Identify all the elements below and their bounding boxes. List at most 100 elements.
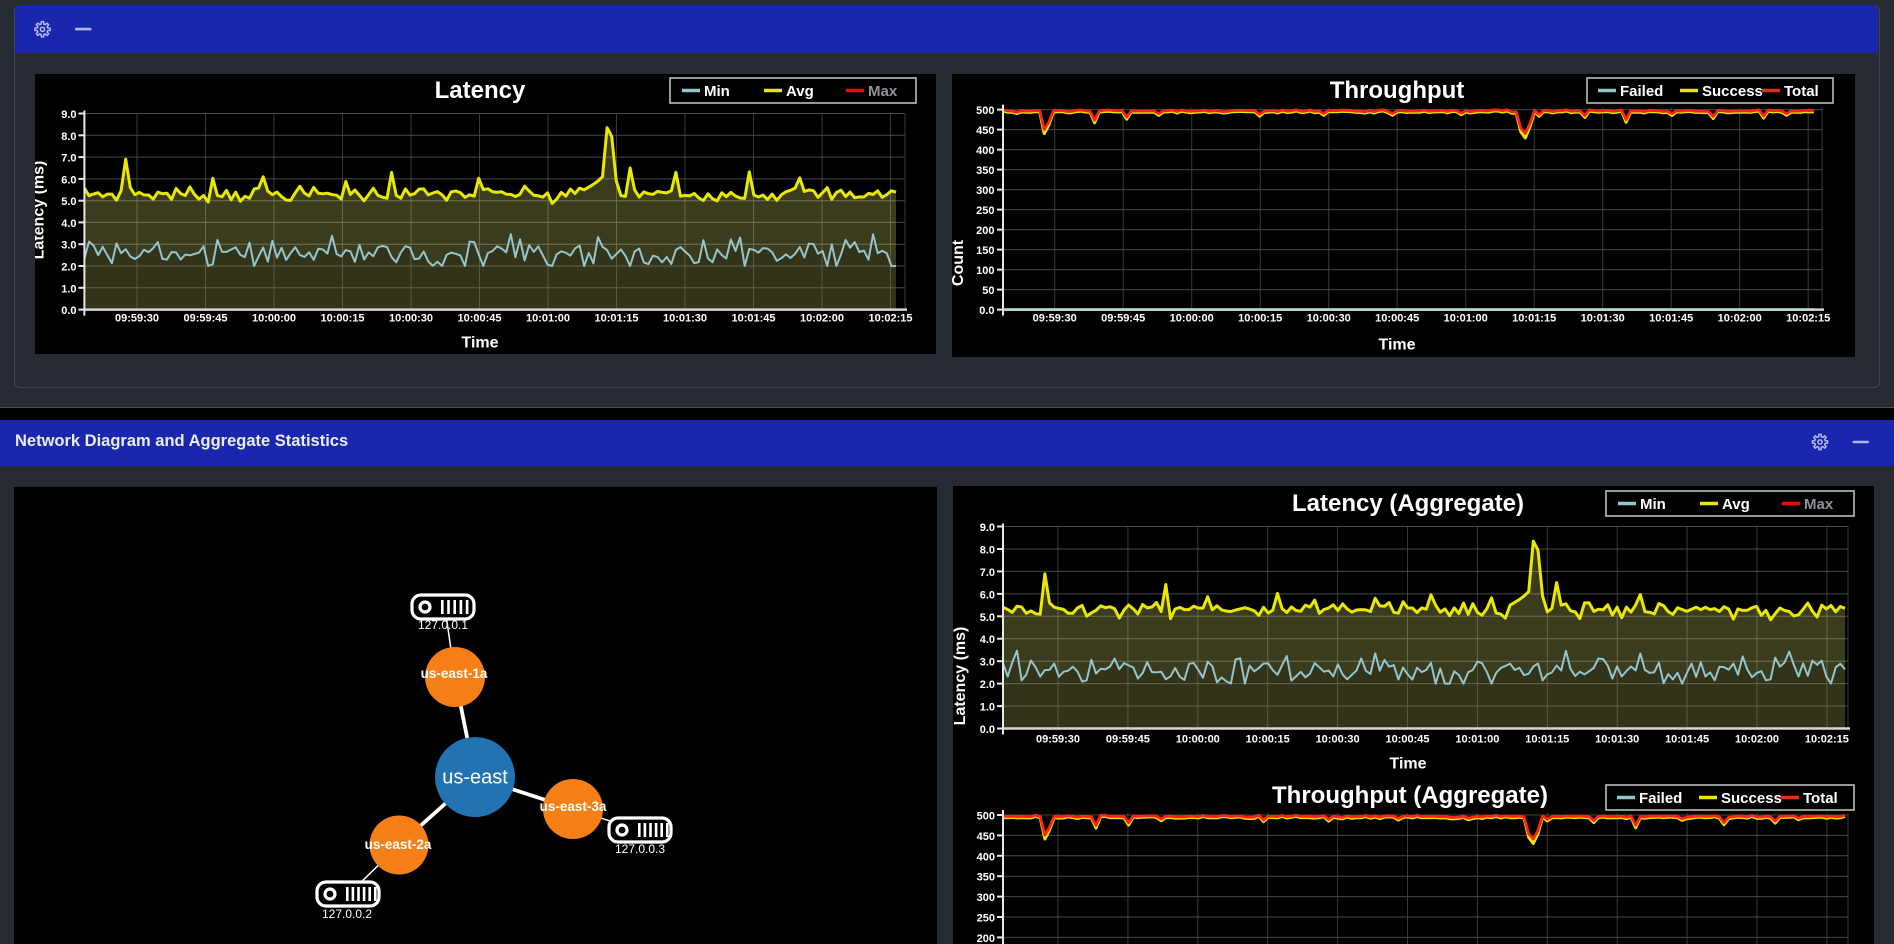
svg-text:200: 200	[976, 225, 994, 237]
svg-text:Latency (ms): Latency (ms)	[35, 161, 48, 260]
svg-text:10:00:15: 10:00:15	[1246, 734, 1290, 746]
svg-text:2.0: 2.0	[980, 679, 995, 691]
svg-text:400: 400	[977, 851, 995, 863]
svg-text:250: 250	[977, 913, 995, 925]
svg-text:10:00:45: 10:00:45	[1385, 734, 1429, 746]
svg-text:500: 500	[976, 105, 994, 117]
svg-text:Latency (Aggregate): Latency (Aggregate)	[1292, 490, 1524, 517]
svg-text:Max: Max	[1804, 496, 1834, 513]
svg-text:10:00:45: 10:00:45	[457, 313, 501, 325]
svg-text:10:00:45: 10:00:45	[1375, 313, 1419, 325]
svg-text:Failed: Failed	[1639, 790, 1682, 807]
svg-text:10:01:45: 10:01:45	[731, 313, 775, 325]
svg-text:09:59:45: 09:59:45	[1106, 734, 1150, 746]
svg-text:8.0: 8.0	[980, 545, 995, 557]
svg-text:8.0: 8.0	[61, 131, 76, 143]
svg-text:10:01:15: 10:01:15	[1512, 313, 1556, 325]
svg-text:Min: Min	[704, 83, 730, 100]
svg-text:6.0: 6.0	[980, 589, 995, 601]
svg-text:09:59:30: 09:59:30	[1036, 734, 1080, 746]
svg-text:300: 300	[976, 185, 994, 197]
svg-text:1.0: 1.0	[980, 702, 995, 714]
svg-text:Time: Time	[1389, 756, 1426, 773]
svg-text:10:01:00: 10:01:00	[1444, 313, 1488, 325]
svg-text:350: 350	[976, 165, 994, 177]
svg-text:Latency (ms): Latency (ms)	[953, 627, 969, 726]
svg-text:400: 400	[976, 145, 994, 157]
svg-text:Time: Time	[1378, 337, 1415, 354]
svg-text:Min: Min	[1640, 496, 1666, 513]
svg-text:us-east-2a: us-east-2a	[365, 837, 432, 852]
svg-text:300: 300	[977, 892, 995, 904]
svg-text:10:01:30: 10:01:30	[1581, 313, 1625, 325]
svg-text:09:59:45: 09:59:45	[1101, 313, 1145, 325]
svg-text:09:59:45: 09:59:45	[183, 313, 227, 325]
svg-text:Failed: Failed	[1620, 83, 1663, 100]
svg-text:Success: Success	[1721, 790, 1782, 807]
svg-text:7.0: 7.0	[980, 567, 995, 579]
svg-text:350: 350	[977, 872, 995, 884]
svg-text:150: 150	[976, 245, 994, 257]
svg-text:us-east-1a: us-east-1a	[421, 666, 488, 681]
svg-text:09:59:30: 09:59:30	[115, 313, 159, 325]
svg-text:Avg: Avg	[786, 83, 814, 100]
svg-text:2.0: 2.0	[61, 262, 76, 274]
svg-text:10:01:15: 10:01:15	[1525, 734, 1569, 746]
svg-text:7.0: 7.0	[61, 153, 76, 165]
svg-text:127.0.0.1: 127.0.0.1	[418, 618, 468, 632]
svg-text:us-east-3a: us-east-3a	[540, 799, 607, 814]
svg-text:3.0: 3.0	[61, 240, 76, 252]
svg-text:10:00:30: 10:00:30	[1307, 313, 1351, 325]
svg-text:Time: Time	[461, 335, 498, 352]
svg-text:6.0: 6.0	[61, 174, 76, 186]
svg-text:5.0: 5.0	[61, 196, 76, 208]
svg-text:10:02:15: 10:02:15	[1805, 734, 1849, 746]
svg-text:Total: Total	[1784, 83, 1819, 100]
svg-text:10:00:30: 10:00:30	[389, 313, 433, 325]
svg-text:10:01:30: 10:01:30	[663, 313, 707, 325]
svg-text:9.0: 9.0	[61, 109, 76, 121]
svg-text:09:59:30: 09:59:30	[1033, 313, 1077, 325]
svg-text:0.0: 0.0	[61, 305, 76, 317]
svg-text:Throughput: Throughput	[1330, 77, 1465, 104]
svg-text:10:01:00: 10:01:00	[526, 313, 570, 325]
svg-text:50: 50	[982, 285, 994, 297]
svg-text:Latency: Latency	[435, 77, 526, 104]
svg-text:200: 200	[977, 933, 995, 944]
svg-text:10:01:00: 10:01:00	[1455, 734, 1499, 746]
svg-text:3.0: 3.0	[980, 657, 995, 669]
svg-text:10:02:00: 10:02:00	[800, 313, 844, 325]
svg-text:4.0: 4.0	[61, 218, 76, 230]
svg-text:10:02:15: 10:02:15	[868, 313, 912, 325]
svg-text:10:02:15: 10:02:15	[1786, 313, 1830, 325]
svg-text:127.0.0.2: 127.0.0.2	[322, 907, 372, 921]
svg-text:10:01:15: 10:01:15	[594, 313, 638, 325]
svg-text:Total: Total	[1803, 790, 1838, 807]
svg-text:10:00:00: 10:00:00	[252, 313, 296, 325]
svg-text:4.0: 4.0	[980, 634, 995, 646]
svg-text:250: 250	[976, 205, 994, 217]
svg-text:450: 450	[977, 831, 995, 843]
svg-text:Throughput (Aggregate): Throughput (Aggregate)	[1272, 782, 1548, 809]
svg-text:Avg: Avg	[1722, 496, 1750, 513]
svg-text:10:00:15: 10:00:15	[1238, 313, 1282, 325]
svg-text:us-east: us-east	[442, 767, 508, 789]
svg-text:10:00:00: 10:00:00	[1176, 734, 1220, 746]
svg-text:10:01:45: 10:01:45	[1665, 734, 1709, 746]
svg-text:1.0: 1.0	[61, 283, 76, 295]
svg-text:9.0: 9.0	[980, 522, 995, 534]
svg-text:Success: Success	[1702, 83, 1763, 100]
svg-text:10:00:00: 10:00:00	[1170, 313, 1214, 325]
svg-text:127.0.0.3: 127.0.0.3	[615, 842, 665, 856]
svg-text:Count: Count	[952, 239, 967, 286]
svg-text:10:02:00: 10:02:00	[1718, 313, 1762, 325]
svg-text:Max: Max	[868, 83, 898, 100]
svg-text:5.0: 5.0	[980, 612, 995, 624]
svg-text:10:00:30: 10:00:30	[1316, 734, 1360, 746]
svg-text:0.0: 0.0	[979, 305, 994, 317]
svg-text:450: 450	[976, 125, 994, 137]
svg-text:10:02:00: 10:02:00	[1735, 734, 1779, 746]
svg-text:500: 500	[977, 811, 995, 823]
svg-text:10:01:30: 10:01:30	[1595, 734, 1639, 746]
svg-text:10:00:15: 10:00:15	[320, 313, 364, 325]
